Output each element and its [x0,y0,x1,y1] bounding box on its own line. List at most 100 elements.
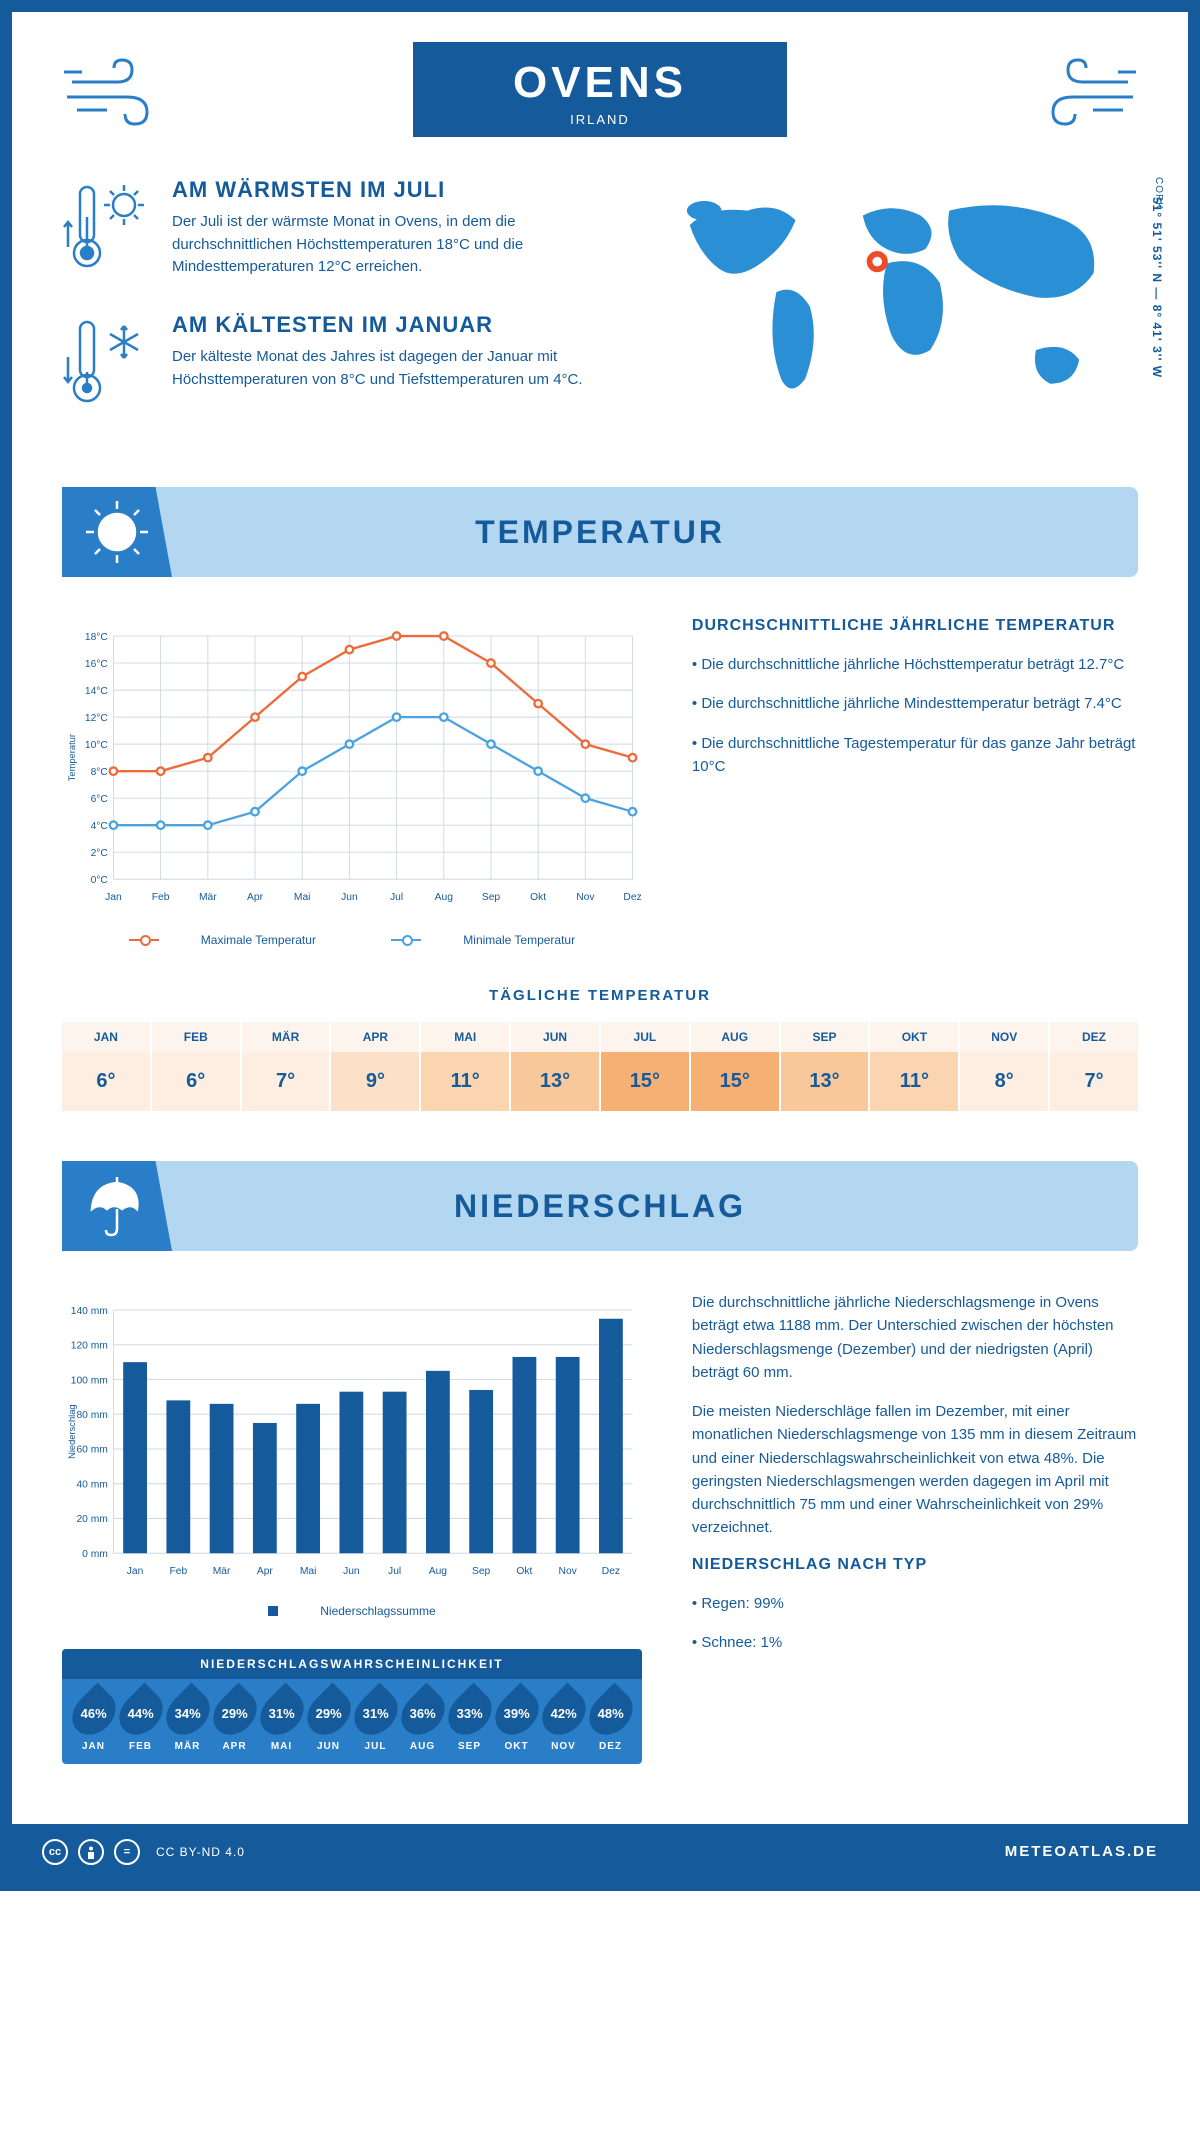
svg-text:100 mm: 100 mm [71,1375,108,1386]
daily-temp-heading: TÄGLICHE TEMPERATUR [62,987,1138,1004]
probability-month: JAN [70,1741,117,1752]
probability-month: SEP [446,1741,493,1752]
svg-text:2°C: 2°C [91,848,109,859]
footer-site: METEOATLAS.DE [1005,1843,1158,1860]
daily-temp-cell: 15° [601,1052,691,1111]
page-container: OVENS IRLAND [0,0,1200,1891]
svg-text:Mär: Mär [199,892,217,903]
thermometer-snow-icon [62,312,152,417]
svg-text:80 mm: 80 mm [76,1410,107,1421]
page-title: OVENS [513,58,687,108]
precipitation-chart: 0 mm20 mm40 mm60 mm80 mm100 mm120 mm140 … [62,1291,642,1591]
svg-text:4°C: 4°C [91,821,109,832]
raindrop-icon: 44% [110,1683,171,1744]
svg-text:60 mm: 60 mm [76,1445,107,1456]
svg-text:Feb: Feb [152,892,170,903]
svg-text:Mai: Mai [300,1566,317,1577]
svg-text:Sep: Sep [482,892,501,903]
svg-text:Jul: Jul [388,1566,401,1577]
raindrop-icon: 31% [251,1683,312,1744]
intro-row: AM WÄRMSTEN IM JULI Der Juli ist der wär… [62,177,1138,447]
location-marker-icon [869,254,884,269]
cc-nd-icon: = [114,1839,140,1865]
svg-text:Aug: Aug [435,892,454,903]
precipitation-chart-column: 0 mm20 mm40 mm60 mm80 mm100 mm120 mm140 … [62,1291,642,1764]
probability-cell: 42%NOV [540,1689,587,1752]
precipitation-text: Die durchschnittliche jährliche Niedersc… [692,1291,1138,1764]
title-banner: OVENS IRLAND [413,42,787,137]
probability-cell: 31%JUL [352,1689,399,1752]
daily-temp-cell: 7° [1050,1052,1138,1111]
legend-label: Niederschlagssumme [320,1604,435,1618]
probability-cell: 29%JUN [305,1689,352,1752]
svg-text:Jul: Jul [390,892,403,903]
probability-month: JUN [305,1741,352,1752]
umbrella-icon [62,1161,172,1251]
precip-type-title: NIEDERSCHLAG NACH TYP [692,1556,1138,1574]
probability-month: APR [211,1741,258,1752]
daily-month-header: NOV [960,1022,1050,1052]
probability-cell: 31%MAI [258,1689,305,1752]
map-column: CORK 51° 51' 53'' N — 8° 41' 3'' W [645,177,1138,447]
coordinates: 51° 51' 53'' N — 8° 41' 3'' W [1150,197,1164,378]
content-area: OVENS IRLAND [12,12,1188,1824]
raindrop-icon: 33% [439,1683,500,1744]
daily-month-header: AUG [691,1022,781,1052]
probability-month: MAI [258,1741,305,1752]
temperature-summary: DURCHSCHNITTLICHE JÄHRLICHE TEMPERATUR •… [692,617,1138,947]
temperature-two-col: 0°C2°C4°C6°C8°C10°C12°C14°C16°C18°CJanFe… [62,617,1138,947]
precip-paragraph: Die durchschnittliche jährliche Niedersc… [692,1291,1138,1384]
daily-temp-header: JANFEBMÄRAPRMAIJUNJULAUGSEPOKTNOVDEZ [62,1022,1138,1052]
thermometer-sun-icon [62,177,152,282]
probability-month: FEB [117,1741,164,1752]
svg-text:10°C: 10°C [85,740,109,751]
svg-text:Feb: Feb [169,1566,187,1577]
svg-text:40 mm: 40 mm [76,1479,107,1490]
footer: cc = CC BY-ND 4.0 METEOATLAS.DE [12,1824,1188,1879]
svg-text:Jun: Jun [343,1566,360,1577]
svg-text:Jan: Jan [105,892,122,903]
fact-text: Der kälteste Monat des Jahres ist dagege… [172,346,605,391]
license-text: CC BY-ND 4.0 [156,1845,245,1859]
summary-point: • Die durchschnittliche Tagestemperatur … [692,732,1138,779]
svg-text:Mär: Mär [213,1566,231,1577]
svg-text:Nov: Nov [559,1566,578,1577]
fact-title: AM KÄLTESTEN IM JANUAR [172,312,605,338]
probability-month: JUL [352,1741,399,1752]
precip-type-line: • Regen: 99% [692,1592,1138,1615]
probability-month: NOV [540,1741,587,1752]
svg-text:Sep: Sep [472,1566,491,1577]
raindrop-icon: 46% [63,1683,124,1744]
svg-text:8°C: 8°C [91,767,109,778]
temp-legend: Maximale Temperatur Minimale Temperatur [62,930,642,947]
svg-text:Okt: Okt [530,892,546,903]
svg-text:18°C: 18°C [85,632,109,643]
fact-text: Der Juli ist der wärmste Monat in Ovens,… [172,211,605,279]
probability-month: MÄR [164,1741,211,1752]
daily-month-header: JAN [62,1022,152,1052]
svg-text:14°C: 14°C [85,686,109,697]
raindrop-icon: 29% [204,1683,265,1744]
svg-text:Nov: Nov [576,892,595,903]
probability-cell: 33%SEP [446,1689,493,1752]
daily-temp-cell: 13° [781,1052,871,1111]
daily-temp-cell: 6° [62,1052,152,1111]
svg-text:16°C: 16°C [85,659,109,670]
raindrop-icon: 29% [298,1683,359,1744]
fact-warmest: AM WÄRMSTEN IM JULI Der Juli ist der wär… [62,177,605,282]
svg-text:120 mm: 120 mm [71,1341,108,1352]
svg-text:20 mm: 20 mm [76,1514,107,1525]
raindrop-icon: 39% [486,1683,547,1744]
probability-cell: 34%MÄR [164,1689,211,1752]
daily-month-header: APR [331,1022,421,1052]
probability-cell: 36%AUG [399,1689,446,1752]
svg-text:140 mm: 140 mm [71,1306,108,1317]
daily-temp-cell: 8° [960,1052,1050,1111]
svg-text:6°C: 6°C [91,794,109,805]
svg-text:12°C: 12°C [85,713,109,724]
svg-text:Aug: Aug [429,1566,448,1577]
probability-title: NIEDERSCHLAGSWAHRSCHEINLICHKEIT [62,1649,642,1679]
raindrop-icon: 36% [392,1683,453,1744]
daily-temp-cell: 9° [331,1052,421,1111]
probability-month: DEZ [587,1741,634,1752]
